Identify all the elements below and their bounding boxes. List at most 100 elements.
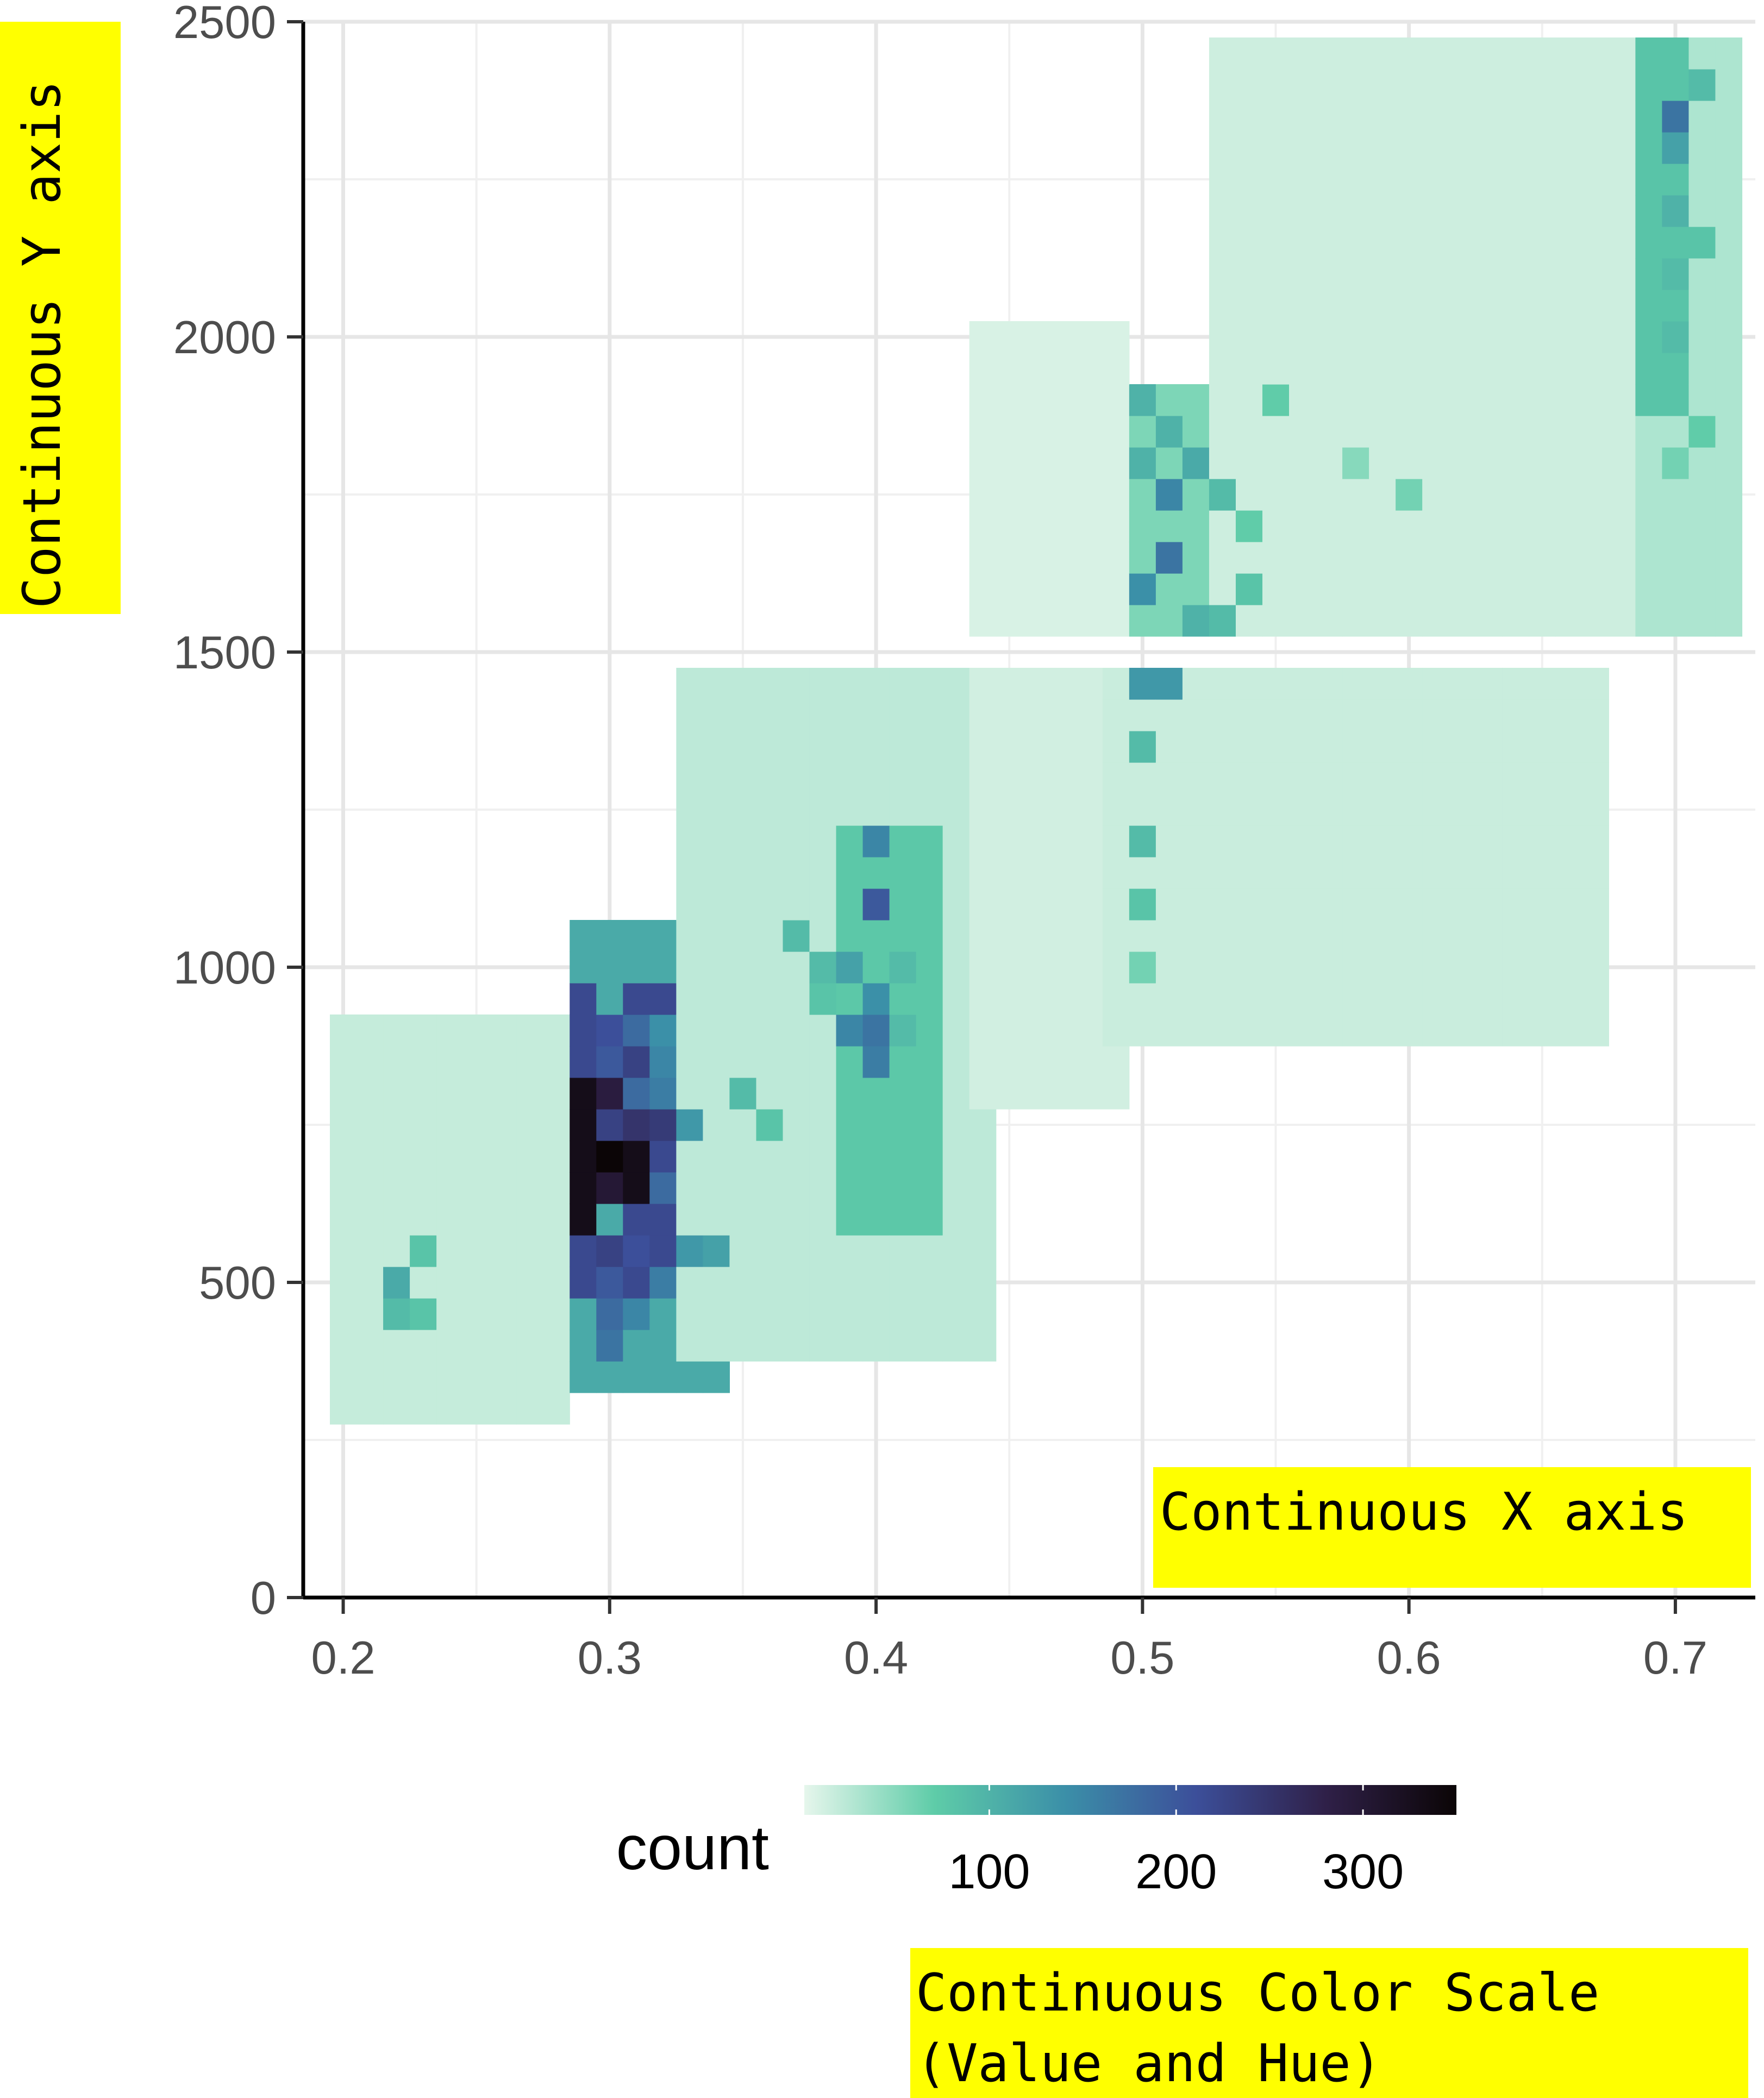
bin-cell <box>1475 195 1503 227</box>
bin-cell <box>916 1235 943 1267</box>
bin-cell <box>1342 384 1369 416</box>
bin-cell <box>596 1078 623 1110</box>
bin-cell <box>756 1298 784 1330</box>
bin-cell <box>862 951 890 984</box>
bin-cell <box>570 1361 597 1393</box>
bin-cell <box>756 1204 784 1236</box>
bin-cell <box>1235 69 1263 101</box>
bin-cell <box>1635 479 1663 511</box>
bin-cell <box>1582 290 1609 322</box>
bin-cell <box>1369 699 1396 731</box>
bin-cell <box>1316 825 1343 857</box>
bin-cell <box>1475 164 1503 196</box>
bin-cell <box>1049 605 1077 637</box>
bin-cell <box>1129 447 1156 479</box>
bin-cell <box>1182 542 1210 574</box>
bin-cell <box>1529 1014 1556 1047</box>
bin-cell <box>1475 542 1503 574</box>
bin-cell <box>1688 101 1716 133</box>
axes: 0.2 0.3 0.4 0.5 0.6 0.7 0 500 1000 1500 2000 2500 <box>173 0 1755 1684</box>
bin-cell <box>1582 447 1609 479</box>
bin-cell <box>1316 101 1343 133</box>
bin-cell <box>676 1014 704 1047</box>
bin-cell <box>1475 888 1503 920</box>
bin-cell <box>1582 983 1609 1015</box>
bin-cell <box>1609 353 1636 385</box>
bin-cell <box>729 794 757 826</box>
bin-cell <box>463 1204 490 1236</box>
bin-cell <box>889 983 917 1015</box>
bin-cell <box>1316 416 1343 448</box>
bin-cell <box>1342 1014 1369 1047</box>
bin-cell <box>703 1046 730 1078</box>
bin-cell <box>1262 888 1290 920</box>
bin-cell <box>916 1172 943 1204</box>
bin-cell <box>703 951 730 984</box>
bin-cell <box>490 1267 517 1299</box>
bin-cell <box>1396 920 1423 952</box>
bin-cell <box>703 1109 730 1141</box>
bin-cell <box>1289 605 1316 637</box>
bin-cell <box>729 1014 757 1047</box>
bin-cell <box>1422 101 1449 133</box>
bin-cell <box>383 1141 410 1173</box>
bin-cell <box>410 1361 437 1393</box>
bin-cell <box>889 731 917 763</box>
bin-cell <box>1582 825 1609 857</box>
bin-cell <box>623 951 650 984</box>
bin-cell <box>889 699 917 731</box>
legend-title: count <box>616 1813 769 1883</box>
bin-cell <box>756 1014 784 1047</box>
bin-cell <box>969 1078 997 1110</box>
bin-cell <box>1502 227 1529 259</box>
bin-cell <box>1422 353 1449 385</box>
bin-cell <box>623 1298 650 1330</box>
bin-cell <box>862 983 890 1015</box>
bin-cell <box>783 951 810 984</box>
bin-cell <box>1129 542 1156 574</box>
bin-cell <box>1502 668 1529 700</box>
bin-cell <box>1609 416 1636 448</box>
bin-cell <box>1075 1078 1103 1110</box>
bin-cell <box>1422 416 1449 448</box>
bin-cell <box>1129 951 1156 984</box>
bin-cell <box>1582 164 1609 196</box>
bin-cell <box>1555 37 1582 70</box>
bin-cell <box>1155 951 1183 984</box>
y-tick-label: 2000 <box>173 312 276 364</box>
bin-cell <box>623 1204 650 1236</box>
bin-cell <box>1502 447 1529 479</box>
bin-cell <box>1555 825 1582 857</box>
bin-cell <box>1582 353 1609 385</box>
bin-cell <box>1182 857 1210 889</box>
bin-cell <box>1369 195 1396 227</box>
bin-cell <box>1396 321 1423 353</box>
bin-cell <box>410 1046 437 1078</box>
bin-cell <box>1502 384 1529 416</box>
bin-cell <box>1449 668 1476 700</box>
bin-cell <box>1396 605 1423 637</box>
bin-cell <box>383 1267 410 1299</box>
bin-cell <box>969 1235 997 1267</box>
bin-cell <box>1342 321 1369 353</box>
bin-cell <box>1609 258 1636 290</box>
bin-cell <box>809 668 837 700</box>
bin-cell <box>942 1046 970 1078</box>
bin-cell <box>1235 37 1263 70</box>
bin-cell <box>1316 321 1343 353</box>
bin-cell <box>969 321 997 353</box>
bin-cell <box>1262 699 1290 731</box>
y-tick-label: 0 <box>251 1573 276 1624</box>
bin-cell <box>1129 794 1156 826</box>
bin-cell <box>1422 951 1449 984</box>
bins-layer <box>330 37 1743 1425</box>
bin-cell <box>862 794 890 826</box>
bin-cell <box>1529 888 1556 920</box>
bin-cell <box>1449 164 1476 196</box>
bin-cell <box>836 857 864 889</box>
bin-cell <box>1635 321 1663 353</box>
bin-cell <box>1396 69 1423 101</box>
bin-cell <box>543 1046 570 1078</box>
bin-cell <box>649 1298 677 1330</box>
bin-cell <box>1396 573 1423 605</box>
